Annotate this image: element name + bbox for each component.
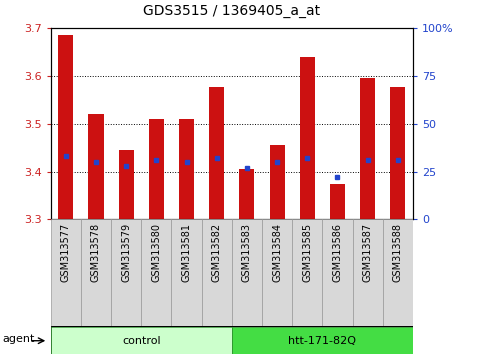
Text: GSM313580: GSM313580	[151, 223, 161, 282]
Bar	[179, 119, 194, 219]
Text: htt-171-82Q: htt-171-82Q	[288, 336, 356, 346]
Bar	[81, 219, 111, 326]
Text: GSM313586: GSM313586	[332, 223, 342, 282]
Text: GSM313578: GSM313578	[91, 223, 101, 282]
Bar	[323, 219, 353, 326]
Bar	[270, 145, 284, 219]
Text: GSM313585: GSM313585	[302, 223, 313, 282]
Bar	[300, 57, 315, 219]
Text: GSM313588: GSM313588	[393, 223, 403, 282]
Bar	[292, 219, 323, 326]
Text: GSM313582: GSM313582	[212, 223, 222, 282]
Bar	[209, 87, 224, 219]
Bar	[51, 219, 81, 326]
Bar	[58, 35, 73, 219]
Bar	[353, 219, 383, 326]
Text: GSM313584: GSM313584	[272, 223, 282, 282]
Bar	[119, 150, 134, 219]
Bar	[330, 184, 345, 219]
Text: GSM313577: GSM313577	[61, 223, 71, 282]
Text: GSM313581: GSM313581	[182, 223, 192, 282]
Bar	[51, 327, 232, 354]
Bar	[232, 219, 262, 326]
Bar	[360, 79, 375, 219]
Bar	[240, 169, 255, 219]
Bar	[232, 327, 413, 354]
Text: GDS3515 / 1369405_a_at: GDS3515 / 1369405_a_at	[143, 4, 320, 18]
Text: agent: agent	[2, 334, 35, 344]
Bar	[142, 219, 171, 326]
Bar	[262, 219, 292, 326]
Bar	[171, 219, 202, 326]
Bar	[202, 219, 232, 326]
Bar	[390, 87, 405, 219]
Text: GSM313583: GSM313583	[242, 223, 252, 282]
Bar	[149, 119, 164, 219]
Text: control: control	[122, 336, 160, 346]
Bar	[383, 219, 413, 326]
Bar	[88, 114, 103, 219]
Text: GSM313579: GSM313579	[121, 223, 131, 282]
Text: GSM313587: GSM313587	[363, 223, 373, 282]
Bar	[111, 219, 142, 326]
